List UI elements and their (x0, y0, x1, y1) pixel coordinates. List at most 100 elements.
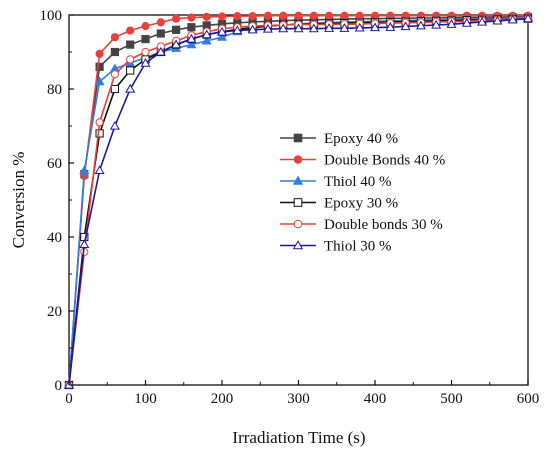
x-tick-label: 200 (211, 391, 234, 407)
data-point-double-bonds-40 (187, 13, 196, 22)
data-point-thiol-30 (201, 29, 212, 39)
data-point-thiol-30 (477, 16, 488, 26)
legend-marker (293, 219, 303, 229)
data-point-thiol-40 (79, 165, 90, 175)
data-point-thiol-30 (216, 26, 228, 36)
axis-layer: 0 100 200 300 400 500 600 0 20 40 60 80 100 (40, 8, 540, 407)
legend-item-double-bonds-40: Double Bonds 40 % (280, 153, 445, 169)
data-point-double-bonds-30 (141, 47, 150, 57)
data-point-thiol-30 (415, 20, 426, 30)
data-point-thiol-40 (186, 39, 197, 49)
legend-marker (292, 240, 304, 250)
legend-item-double-bonds-30: Double bonds 30 % (280, 217, 443, 233)
x-tick-label: 600 (517, 391, 540, 407)
data-point-double-bonds-40 (126, 26, 135, 35)
x-axis-title: Irradiation Time (s) (232, 428, 365, 447)
data-point-double-bonds-30 (126, 55, 135, 64)
y-tick-label: 0 (55, 378, 63, 394)
x-tick-label: 300 (287, 391, 310, 407)
legend-marker (292, 175, 304, 185)
data-point-thiol-40 (201, 35, 212, 45)
data-point-epoxy-40 (156, 29, 165, 38)
data-point-double-bonds-40 (217, 12, 227, 21)
data-point-thiol-30 (125, 83, 136, 93)
data-point-thiol-30 (369, 22, 381, 32)
data-point-double-bonds-40 (110, 33, 120, 42)
data-point-double-bonds-40 (141, 22, 150, 31)
legend: Epoxy 40 % Double Bonds 40 % Thiol 40 % Epo… (280, 131, 445, 255)
data-point-thiol-30 (109, 120, 120, 130)
data-point-thiol-30 (232, 25, 243, 35)
legend-marker (293, 133, 303, 143)
y-axis-title: Conversion % (9, 152, 28, 249)
data-point-double-bonds-30 (95, 118, 104, 127)
data-point-thiol-30 (431, 19, 442, 29)
data-point-thiol-30 (140, 57, 151, 67)
legend-label: Double bonds 30 % (324, 217, 443, 233)
data-point-thiol-30 (155, 46, 166, 56)
data-point-thiol-30 (461, 17, 472, 27)
data-point-thiol-30 (262, 23, 273, 33)
legend-marker (293, 155, 303, 164)
data-point-thiol-30 (247, 24, 258, 34)
data-point-thiol-30 (507, 14, 518, 24)
data-point-double-bonds-40 (233, 12, 242, 21)
data-point-thiol-30 (171, 39, 182, 49)
data-point-double-bonds-30 (110, 70, 120, 79)
data-point-thiol-40 (216, 32, 228, 41)
data-point-thiol-30 (79, 239, 90, 249)
data-point-thiol-30 (354, 22, 365, 32)
data-point-double-bonds-40 (202, 12, 211, 21)
y-tick-label: 20 (47, 304, 62, 320)
legend-item-epoxy-40: Epoxy 40 % (280, 131, 398, 147)
series-thiol-30 (63, 13, 534, 389)
data-point-thiol-30 (308, 23, 319, 33)
data-point-thiol-30 (278, 23, 289, 33)
x-tick-label: 0 (65, 391, 73, 407)
data-point-epoxy-40 (141, 34, 150, 44)
data-point-double-bonds-40 (263, 11, 272, 20)
legend-item-epoxy-30: Epoxy 30 % (280, 196, 398, 212)
data-point-epoxy-40 (187, 23, 196, 32)
data-point-epoxy-40 (95, 62, 104, 71)
data-point-thiol-30 (446, 19, 457, 28)
legend-label: Thiol 30 % (324, 239, 392, 255)
data-point-double-bonds-40 (156, 18, 165, 27)
x-tick-label: 400 (364, 391, 387, 407)
y-tick-label: 80 (47, 82, 62, 98)
legend-label: Epoxy 40 % (324, 131, 398, 147)
data-point-double-bonds-40 (172, 14, 181, 23)
legend-item-thiol-30: Thiol 30 % (280, 239, 392, 255)
legend-label: Epoxy 30 % (324, 196, 398, 212)
data-point-epoxy-40 (110, 47, 120, 57)
y-tick-label: 100 (40, 8, 63, 24)
y-tick-label: 40 (47, 230, 62, 246)
legend-label: Double Bonds 40 % (324, 153, 445, 169)
data-point-thiol-30 (94, 165, 105, 175)
x-tick-label: 100 (134, 391, 157, 407)
data-point-thiol-30 (293, 23, 304, 33)
data-point-thiol-30 (324, 23, 335, 32)
data-point-thiol-40 (94, 76, 105, 86)
y-tick-label: 60 (47, 156, 62, 172)
data-point-thiol-30 (492, 15, 503, 25)
data-point-epoxy-30 (95, 129, 104, 138)
data-point-epoxy-40 (172, 25, 181, 34)
data-point-thiol-30 (186, 33, 197, 43)
data-point-epoxy-30 (110, 84, 120, 94)
data-point-thiol-30 (385, 22, 396, 31)
data-point-double-bonds-40 (248, 12, 257, 21)
data-point-double-bonds-40 (294, 11, 303, 20)
data-point-double-bonds-40 (95, 49, 104, 58)
data-point-thiol-30 (522, 13, 534, 23)
series-layer (63, 11, 534, 390)
data-point-epoxy-40 (126, 40, 135, 49)
data-point-thiol-30 (339, 23, 350, 32)
data-point-thiol-30 (400, 21, 411, 31)
legend-label: Thiol 40 % (324, 174, 392, 190)
x-tick-label: 500 (440, 391, 463, 407)
legend-marker (293, 198, 303, 207)
data-point-double-bonds-40 (279, 11, 288, 20)
data-point-epoxy-30 (126, 66, 135, 75)
